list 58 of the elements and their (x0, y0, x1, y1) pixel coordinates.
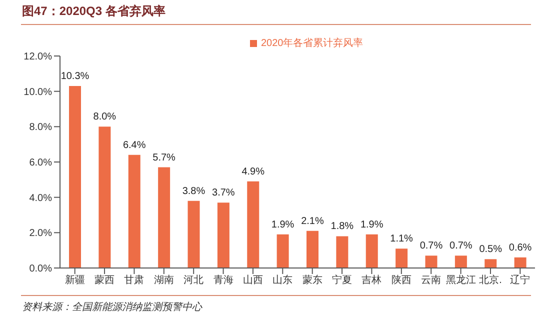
data-label: 5.7% (152, 152, 176, 164)
x-tick-label: 黑龙江 (446, 274, 476, 286)
data-label: 2.1% (301, 216, 324, 227)
y-tick-label: 10.0% (24, 86, 52, 98)
bar (217, 202, 230, 268)
x-tick-label: 甘肃 (124, 274, 144, 286)
bar (188, 200, 200, 268)
x-tick-label: 山东 (272, 274, 293, 286)
bar (158, 167, 170, 268)
data-label: 1.1% (390, 234, 414, 245)
bar (396, 248, 408, 268)
bar (247, 181, 260, 268)
bar (336, 236, 348, 268)
x-tick-label: 湖南 (154, 274, 174, 286)
bar (514, 257, 526, 268)
legend-label: 2020年各省累计弃风率 (261, 38, 364, 49)
x-tick-label: 北京. (479, 274, 502, 286)
data-label: 6.4% (122, 140, 146, 151)
bar (425, 256, 438, 268)
x-tick-label: 辽宁 (510, 274, 530, 286)
data-label: 1.9% (271, 219, 294, 230)
bar (366, 234, 378, 268)
bar (484, 259, 497, 268)
y-tick-label: 2.0% (29, 228, 52, 240)
x-tick-label: 蒙西 (94, 274, 115, 286)
data-label: 3.8% (182, 186, 206, 197)
y-tick-label: 12.0% (24, 52, 52, 63)
data-label: 0.6% (508, 242, 532, 254)
y-tick-label: 0.0% (29, 264, 52, 275)
data-label: 8.0% (93, 112, 116, 123)
y-tick-label: 8.0% (29, 122, 52, 134)
x-tick-label: 陕西 (391, 274, 412, 286)
x-tick-label: 河北 (184, 274, 204, 286)
data-label: 3.7% (212, 188, 235, 199)
data-label: 0.7% (420, 240, 443, 252)
data-label: 0.7% (450, 240, 472, 252)
data-label: 0.5% (479, 244, 502, 256)
x-tick-label: 宁夏 (332, 274, 352, 286)
x-tick-label: 蒙东 (302, 274, 322, 286)
data-label: 10.3% (60, 71, 90, 82)
bar (128, 154, 140, 268)
bar (276, 234, 289, 268)
chart-title: 图47：2020Q3 各省弃风率 (22, 3, 166, 20)
data-label: 4.9% (242, 166, 265, 178)
y-tick-label: 4.0% (29, 192, 52, 204)
x-tick-label: 青海 (213, 274, 234, 286)
bar (454, 256, 467, 268)
y-tick-label: 6.0% (29, 158, 52, 169)
text: 资料来源：全国新能源消纳监测预警中心 (22, 300, 202, 314)
x-tick-label: 山西 (242, 274, 263, 286)
bar (98, 126, 111, 268)
data-label: 1.9% (360, 219, 384, 230)
bar (306, 230, 318, 268)
bar (69, 86, 81, 268)
data-label: 1.8% (330, 221, 354, 232)
x-tick-label: 新疆 (64, 274, 85, 286)
x-tick-label: 吉林 (362, 274, 382, 286)
x-tick-label: 云南 (421, 274, 442, 286)
